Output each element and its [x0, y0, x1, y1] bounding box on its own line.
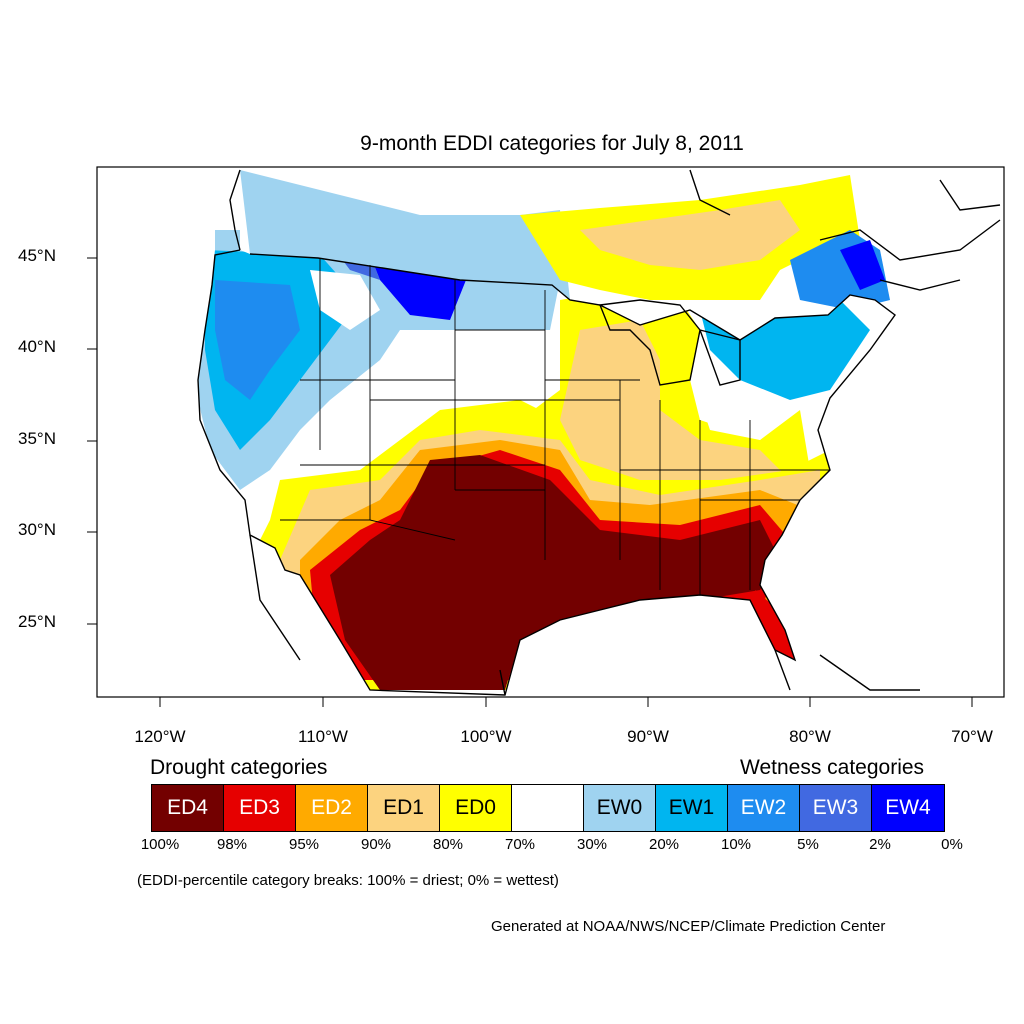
lon-label-90w: 90°W	[627, 727, 669, 746]
eddi-field	[198, 170, 895, 695]
legend-ed0: ED0	[440, 785, 512, 831]
percent-label: 70%	[504, 836, 536, 853]
lat-label-40: 40°N	[18, 337, 56, 356]
lon-label-80w: 80°W	[789, 727, 831, 746]
percent-label: 95%	[288, 836, 320, 853]
percent-label: 98%	[216, 836, 248, 853]
legend-ew2: EW2	[728, 785, 800, 831]
legend-ed2: ED2	[296, 785, 368, 831]
state-lines	[280, 258, 830, 595]
northwest-white-patch	[310, 270, 380, 330]
conus-outline	[197, 249, 896, 696]
canada-ed1-region	[580, 200, 800, 270]
mexico-coast	[249, 534, 920, 696]
lon-label-110w: 110°W	[298, 727, 348, 746]
legend-ew4: EW4	[872, 785, 944, 831]
legend-ew0: EW0	[584, 785, 656, 831]
percent-label: 90%	[360, 836, 392, 853]
legend-ew1: EW1	[656, 785, 728, 831]
percent-label: 80%	[432, 836, 464, 853]
lon-label-120w: 120°W	[134, 727, 186, 746]
percent-label: 5%	[797, 836, 819, 853]
drought-categories-title: Drought categories	[150, 756, 328, 779]
canada-border	[249, 253, 741, 341]
south-ed4-region	[330, 455, 780, 690]
percent-label: 20%	[648, 836, 680, 853]
lat-label-25: 25°N	[18, 612, 56, 631]
florida-ed3-region	[755, 590, 800, 665]
percent-label: 30%	[576, 836, 608, 853]
midwest-ed1-region	[560, 320, 790, 495]
percent-label: 100%	[140, 836, 180, 853]
northwest-ew2-region	[215, 280, 300, 400]
wetness-categories-title: Wetness categories	[740, 756, 925, 779]
credit-text: Generated at NOAA/NWS/NCEP/Climate Predi…	[491, 918, 886, 935]
category-legend: ED4 ED3 ED2 ED1 ED0 EW0 EW1 EW2 EW3 EW4	[151, 784, 945, 832]
legend-ed1: ED1	[368, 785, 440, 831]
lat-label-45: 45°N	[18, 246, 56, 265]
lon-label-70w: 70°W	[951, 727, 993, 746]
great-lakes	[599, 299, 741, 386]
percent-label: 0%	[941, 836, 963, 853]
legend-ed3: ED3	[224, 785, 296, 831]
lat-label-35: 35°N	[18, 429, 56, 448]
canada-coast	[229, 169, 1001, 291]
axis-ticks	[87, 257, 973, 707]
boundaries	[197, 169, 1001, 696]
percent-label: 2%	[869, 836, 891, 853]
legend-ed4: ED4	[152, 785, 224, 831]
lat-label-30: 30°N	[18, 520, 56, 539]
lon-label-100w: 100°W	[460, 727, 512, 746]
canada-east-ew4	[840, 240, 885, 290]
legend-normal	[512, 785, 584, 831]
map-title: 9-month EDDI categories for July 8, 2011	[360, 132, 744, 155]
percent-label: 10%	[720, 836, 752, 853]
canada-wet-region	[240, 170, 570, 300]
map-frame	[96, 166, 1005, 698]
category-breaks-note: (EDDI-percentile category breaks: 100% =…	[137, 872, 559, 889]
ohio-white-region	[700, 390, 790, 440]
legend-ew3: EW3	[800, 785, 872, 831]
